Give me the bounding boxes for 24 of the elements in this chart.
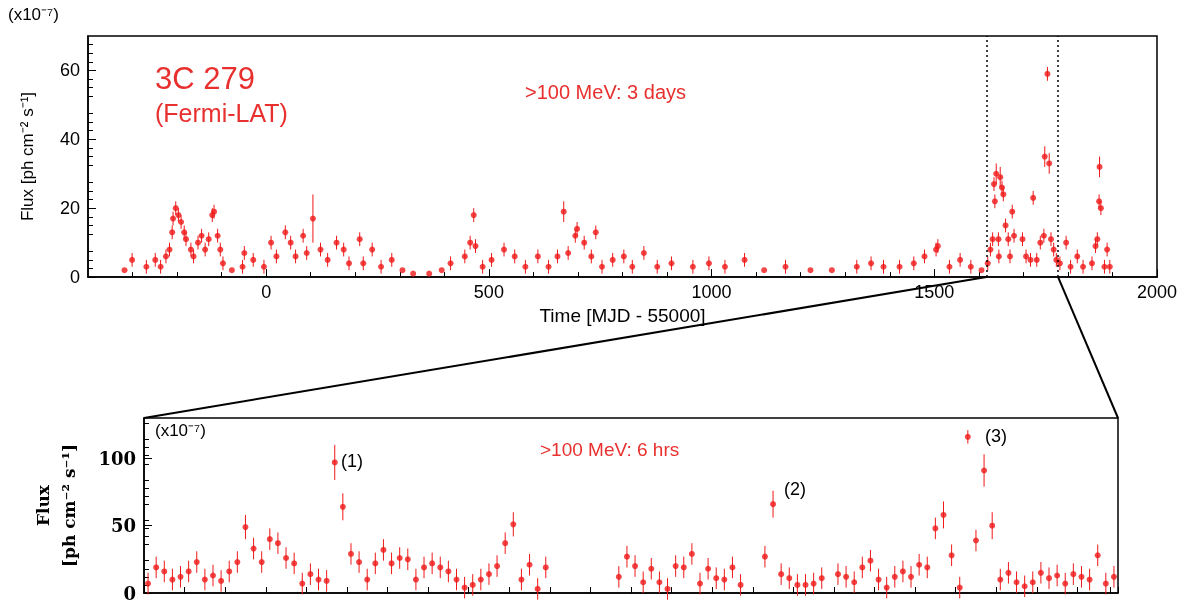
x-tick-label: 1000 (691, 282, 732, 303)
text: (x10⁻⁷) (8, 5, 59, 24)
y-axis-title: Flux [ph cm⁻² s⁻¹] (17, 91, 37, 222)
annotation: >100 MeV: 3 days (525, 81, 687, 103)
y-tick-label: 100 (98, 447, 136, 469)
y-tick-label: 50 (110, 515, 136, 537)
x-tick-label: 500 (473, 282, 504, 303)
annotation: (x10⁻⁷) (155, 421, 206, 440)
y-tick-label: 40 (59, 129, 80, 150)
y-tick-label: 20 (59, 198, 80, 219)
annotation: (2) (784, 479, 806, 499)
text: 3C 279 (155, 61, 255, 96)
annotation: (3) (985, 426, 1007, 446)
y-tick-label: 60 (59, 60, 80, 81)
x-tick-label: 2000 (1136, 282, 1178, 303)
text: (Fermi-LAT) (155, 98, 288, 127)
annotation: (1) (341, 451, 363, 471)
x-axis-title: Time [MJD - 55000] (539, 305, 706, 326)
annotation: >100 MeV: 6 hrs (540, 439, 680, 460)
x-tick-label: 1500 (914, 282, 955, 303)
x-tick-label: 0 (261, 282, 272, 303)
y-tick-label: 0 (123, 582, 136, 603)
y-axis-title: Flux [ph cm⁻² s⁻¹] (33, 444, 79, 567)
y-tick-label: 0 (69, 267, 80, 288)
